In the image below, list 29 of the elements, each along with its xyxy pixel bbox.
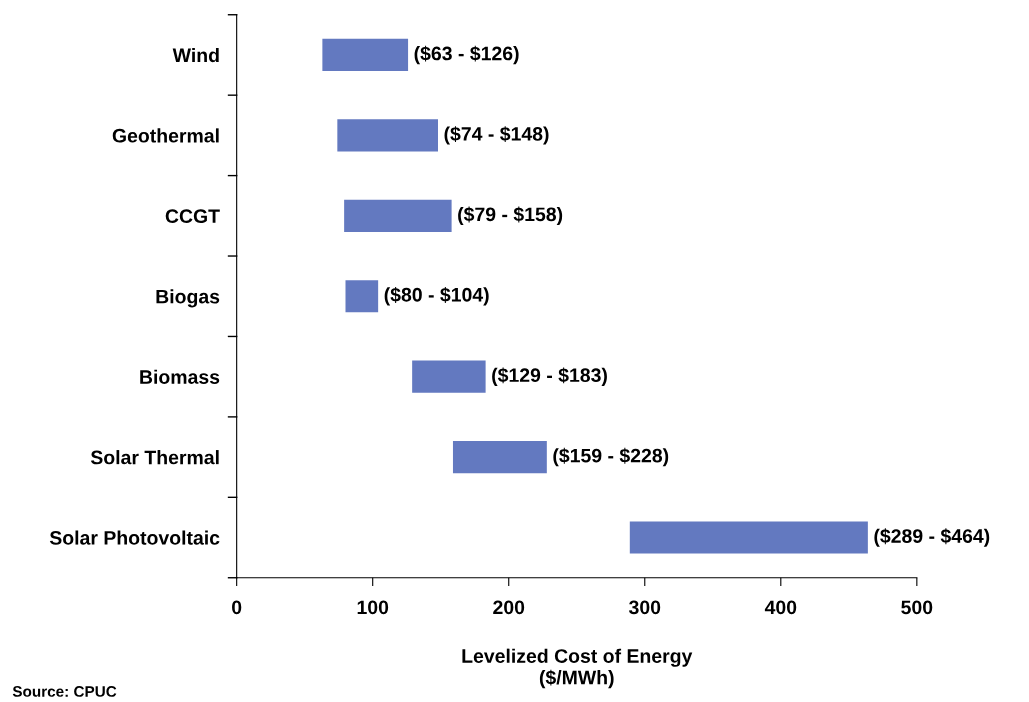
bar [345,280,379,313]
data-label: ($79 - $158) [458,206,563,226]
bar [452,441,547,474]
y-tick-label: Solar Photovoltaic [49,530,220,545]
x-tick-label: 200 [493,600,525,615]
x-tick-label: 400 [764,600,797,615]
y-tick-label: Geothermal [112,128,219,143]
x-tick-label: 100 [357,600,389,615]
source-note: Source: CPUC [12,686,117,697]
data-label: ($74 - $148) [444,126,549,145]
bar [337,119,438,152]
x-tick-label: 0 [232,600,242,615]
x-tick-label: 300 [629,600,661,615]
bar [629,521,868,554]
bar [412,360,486,393]
bar [322,38,409,72]
x-axis-title: Levelized Cost of Energy ($/MWh) [462,648,693,689]
x-tick-label: 500 [901,600,933,615]
y-tick-label: Solar Thermal [90,450,219,465]
y-tick-label: Wind [172,47,219,63]
data-label: ($289 - $464) [874,528,990,547]
y-tick-label: Biomass [140,369,220,384]
data-label: ($63 - $126) [414,45,519,65]
y-tick-label: CCGT [165,209,220,224]
y-tick-label: Biogas [156,289,220,308]
data-label: ($159 - $228) [553,447,669,467]
data-label: ($129 - $183) [492,367,607,386]
bar [344,199,452,232]
data-label: ($80 - $104) [384,287,489,306]
